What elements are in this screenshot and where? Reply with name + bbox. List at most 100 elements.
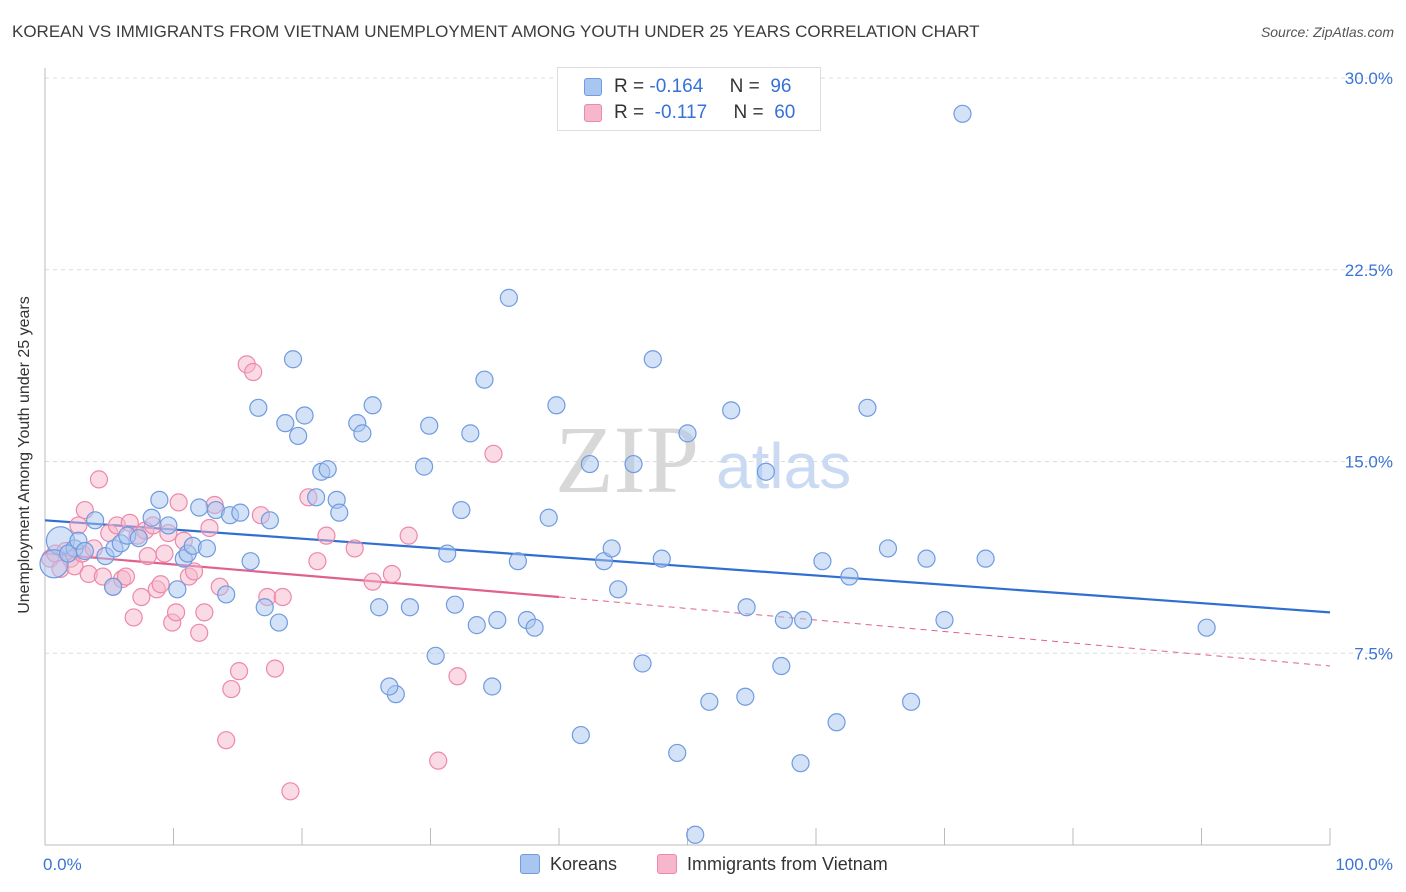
data-point-vietnam bbox=[399, 526, 418, 545]
data-point-koreans bbox=[794, 610, 813, 630]
data-point-koreans bbox=[159, 516, 178, 535]
data-point-koreans bbox=[461, 424, 480, 443]
data-point-koreans bbox=[400, 598, 420, 617]
data-point-koreans bbox=[686, 825, 705, 844]
data-point-koreans bbox=[289, 426, 308, 446]
data-point-vietnam bbox=[184, 562, 204, 581]
data-point-vietnam bbox=[448, 667, 467, 686]
data-point-koreans bbox=[878, 539, 898, 558]
data-point-koreans bbox=[260, 511, 279, 530]
data-point-vietnam bbox=[169, 493, 188, 512]
data-point-koreans bbox=[445, 595, 465, 614]
data-point-koreans bbox=[150, 490, 169, 509]
trend-line-vietnam bbox=[44, 552, 560, 599]
legend-n-value: 96 bbox=[770, 76, 792, 97]
data-point-koreans bbox=[269, 613, 288, 632]
data-point-koreans bbox=[283, 350, 303, 369]
data-point-koreans bbox=[452, 500, 471, 520]
data-point-koreans bbox=[1197, 618, 1216, 637]
data-point-vietnam bbox=[190, 623, 209, 642]
watermark: ZIP atlas bbox=[555, 406, 851, 513]
trend-line-koreans bbox=[44, 519, 1331, 614]
data-point-koreans bbox=[580, 454, 599, 474]
data-point-koreans bbox=[318, 460, 337, 479]
data-point-koreans bbox=[917, 549, 936, 568]
data-point-vietnam bbox=[484, 444, 503, 463]
data-point-koreans bbox=[467, 616, 486, 635]
data-point-koreans bbox=[255, 598, 274, 617]
series-koreans-points bbox=[39, 104, 1216, 844]
legend-row-koreans: R = -0.164 N = 96 bbox=[584, 75, 791, 99]
data-point-vietnam bbox=[132, 587, 151, 607]
data-point-koreans bbox=[539, 508, 558, 527]
legend-r-label: R = bbox=[614, 76, 645, 97]
bottom-legend-label-vietnam: Immigrants from Vietnam bbox=[687, 853, 888, 874]
data-point-vietnam bbox=[124, 608, 143, 627]
legend-swatch-vietnam bbox=[584, 104, 602, 122]
data-point-koreans bbox=[772, 656, 791, 676]
legend-row-vietnam: R = -0.117 N = 60 bbox=[584, 101, 795, 125]
data-point-koreans bbox=[217, 585, 236, 604]
data-point-vietnam bbox=[116, 567, 136, 586]
data-point-koreans bbox=[547, 396, 566, 415]
legend-n-value: 60 bbox=[774, 102, 796, 123]
data-point-koreans bbox=[827, 713, 846, 732]
data-point-koreans bbox=[652, 549, 671, 568]
bottom-legend-label-koreans: Koreans bbox=[550, 853, 618, 874]
data-point-koreans bbox=[353, 424, 372, 443]
data-point-vietnam bbox=[155, 544, 174, 563]
chart-title: KOREAN VS IMMIGRANTS FROM VIETNAM UNEMPL… bbox=[12, 22, 980, 41]
data-point-koreans bbox=[633, 654, 652, 673]
data-point-koreans bbox=[813, 552, 832, 571]
data-point-vietnam bbox=[382, 564, 402, 584]
tick-labels: 7.5% 15.0% 22.5% 30.0% 0.0% 100.0% bbox=[43, 69, 1393, 874]
data-point-koreans bbox=[791, 754, 810, 773]
data-point-vietnam bbox=[244, 362, 263, 382]
data-point-koreans bbox=[483, 677, 502, 696]
data-point-vietnam bbox=[166, 603, 186, 622]
data-point-koreans bbox=[737, 598, 756, 617]
data-point-koreans bbox=[508, 552, 527, 571]
y-tick-label: 30.0% bbox=[1345, 69, 1393, 88]
data-point-koreans bbox=[104, 577, 123, 596]
data-point-vietnam bbox=[345, 539, 364, 558]
data-point-koreans bbox=[840, 567, 859, 586]
data-point-koreans bbox=[414, 457, 434, 476]
data-point-vietnam bbox=[89, 470, 109, 489]
data-point-koreans bbox=[668, 743, 687, 763]
data-point-koreans bbox=[249, 398, 268, 417]
data-point-koreans bbox=[363, 396, 382, 415]
y-tick-label: 15.0% bbox=[1345, 453, 1393, 472]
data-point-koreans bbox=[168, 580, 187, 599]
data-point-vietnam bbox=[429, 751, 448, 770]
data-point-vietnam bbox=[217, 731, 236, 750]
bottom-legend-swatch-koreans bbox=[520, 854, 540, 874]
data-point-koreans bbox=[438, 544, 457, 563]
data-point-koreans bbox=[488, 610, 507, 630]
data-point-koreans bbox=[475, 370, 494, 389]
axes bbox=[44, 68, 1331, 846]
data-point-vietnam bbox=[273, 587, 292, 607]
data-point-koreans bbox=[624, 454, 643, 474]
data-point-koreans bbox=[678, 424, 697, 443]
data-point-koreans bbox=[525, 618, 544, 637]
data-point-koreans bbox=[722, 401, 741, 420]
bottom-legend-koreans: Koreans bbox=[520, 852, 617, 876]
data-point-koreans bbox=[307, 488, 326, 507]
data-point-koreans bbox=[976, 549, 995, 568]
data-point-vietnam bbox=[151, 575, 170, 594]
data-point-koreans bbox=[643, 350, 662, 369]
data-point-vietnam bbox=[308, 552, 327, 571]
data-point-koreans bbox=[756, 462, 775, 481]
data-point-koreans bbox=[426, 646, 445, 665]
bottom-legend-vietnam: Immigrants from Vietnam bbox=[657, 852, 888, 876]
trend-line-vietnam-extension bbox=[558, 596, 1331, 667]
data-point-vietnam bbox=[69, 516, 88, 535]
data-point-koreans bbox=[370, 598, 389, 617]
data-point-koreans bbox=[231, 503, 250, 522]
data-point-vietnam bbox=[363, 572, 382, 591]
legend-r-value: -0.117 bbox=[654, 102, 708, 123]
data-point-koreans bbox=[602, 539, 621, 558]
source-label: Source: ZipAtlas.com bbox=[1260, 24, 1394, 40]
